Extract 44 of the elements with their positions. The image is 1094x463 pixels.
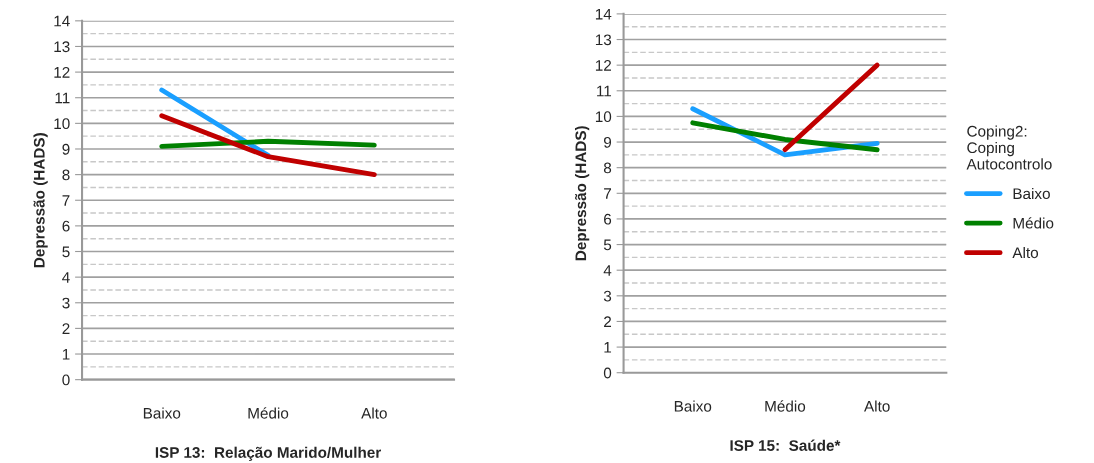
x-axis-title: ISP 13: Relação Marido/Mulher (155, 446, 382, 461)
y-tick-label: 14 (54, 15, 70, 27)
y-tick-label: 13 (54, 41, 70, 53)
x-tick-label: Baixo (143, 407, 181, 419)
y-tick-label: 3 (603, 290, 612, 302)
y-tick-label: 11 (597, 85, 612, 97)
legend-label: Médio (1013, 217, 1054, 229)
y-axis-title: Depressão (HADS) (574, 126, 590, 261)
y-tick-label: 14 (595, 8, 612, 20)
y-tick-label: 5 (62, 246, 70, 258)
legend-label: Alto (1012, 246, 1039, 259)
legend-label: Baixo (1013, 187, 1050, 200)
y-tick-label: 2 (62, 323, 70, 334)
y-tick-label: 7 (604, 188, 612, 199)
y-tick-label: 6 (62, 220, 70, 232)
y-tick-label: 12 (595, 60, 612, 71)
y-tick-label: 6 (604, 213, 612, 225)
x-axis-title: ISP 15: Saúde* (730, 439, 841, 451)
y-tick-label: 8 (62, 169, 70, 181)
y-tick-label: 9 (62, 143, 70, 155)
y-tick-label: 1 (62, 349, 70, 360)
y-tick-label: 1 (604, 342, 612, 353)
y-tick-label: 0 (603, 367, 612, 379)
y-tick-label: 12 (54, 66, 70, 78)
y-tick-label: 5 (603, 239, 612, 251)
x-tick-label: Alto (864, 400, 890, 412)
x-tick-label: Médio (765, 400, 806, 412)
y-tick-label: 3 (62, 297, 70, 309)
y-tick-label: 10 (54, 118, 70, 130)
y-axis-title: Depressão (HADS) (33, 133, 48, 268)
y-tick-label: 13 (595, 34, 612, 46)
y-tick-label: 8 (603, 162, 612, 174)
legend-title: Coping2: Coping Autocontrolo (966, 125, 1052, 170)
y-tick-label: 4 (62, 272, 70, 283)
y-tick-label: 4 (603, 265, 612, 276)
x-tick-label: Médio (248, 407, 289, 419)
x-tick-label: Baixo (674, 400, 712, 412)
y-tick-label: 10 (595, 111, 612, 123)
y-tick-label: 7 (62, 195, 70, 206)
y-tick-label: 11 (55, 92, 70, 104)
x-tick-label: Alto (361, 407, 387, 419)
y-tick-label: 2 (604, 316, 612, 327)
y-tick-label: 0 (62, 374, 70, 386)
y-tick-label: 9 (603, 136, 612, 148)
